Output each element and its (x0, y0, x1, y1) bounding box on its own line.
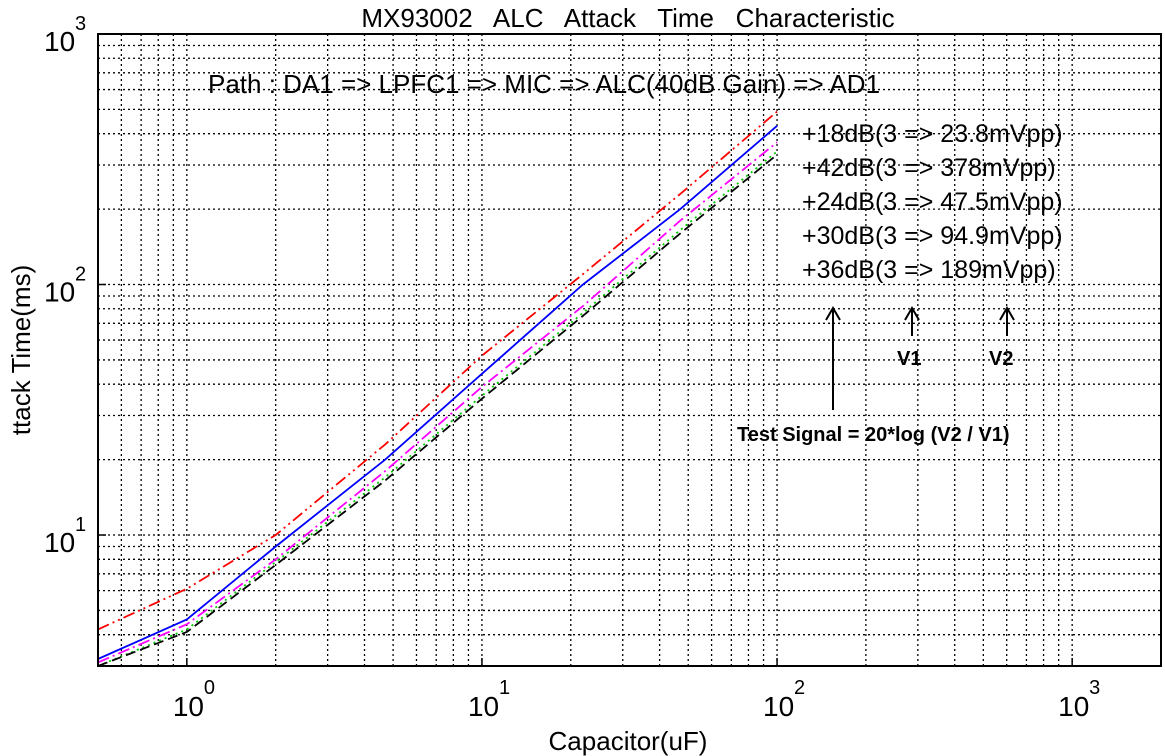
y-tick-label: 10 (44, 277, 75, 308)
series-line-1 (97, 110, 778, 631)
y-tick-label: 10 (44, 527, 75, 558)
y-tick-label: 10 (44, 26, 75, 57)
x-tick-exponent: 0 (204, 677, 215, 699)
legend: +18dB(3 => 23.8mVpp) +42dB(3 => 378mVpp) +… (802, 120, 1063, 284)
v2-label: V2 (989, 348, 1013, 370)
x-tick-exponent: 2 (794, 677, 805, 699)
x-tick-label: 10 (173, 691, 204, 722)
legend-entry: +24dB(3 => 47.5mVpp) (802, 188, 1063, 216)
series-line-2 (97, 125, 778, 660)
x-tick-exponent: 3 (1089, 677, 1100, 699)
grid-lines (98, 34, 1161, 666)
v1-label: V1 (897, 348, 921, 370)
y-tick-exponent: 2 (75, 264, 86, 286)
legend-entry: +18dB(3 => 23.8mVpp) (802, 120, 1063, 148)
x-axis-label: Capacitor(uF) (549, 726, 708, 756)
x-tick-label: 10 (468, 691, 499, 722)
signal-path-annotation: Path : DA1 => LPFC1 => MIC => ALC(40dB G… (208, 69, 880, 99)
test-signal-formula: Test Signal = 20*log (V2 / V1) (737, 424, 1010, 446)
y-tick-exponent: 3 (75, 13, 86, 35)
chart-title: MX93002 ALC Attack Time Characteristic (361, 3, 894, 33)
y-tick-exponent: 1 (75, 514, 86, 536)
x-tick-label: 10 (763, 691, 794, 722)
legend-entry: +42dB(3 => 378mVpp) (802, 154, 1056, 182)
legend-entry: +36dB(3 => 189mVpp) (802, 256, 1056, 284)
y-axis-label: ttack Time(ms) (6, 265, 36, 435)
series-line-4 (97, 150, 778, 667)
annotation-arrows (825, 306, 1015, 410)
x-tick-label: 10 (1058, 691, 1089, 722)
legend-entry: +30dB(3 => 94.9mVpp) (802, 222, 1063, 250)
series-line-5 (97, 153, 778, 667)
data-series (97, 110, 778, 667)
plot-frame (97, 33, 1162, 667)
x-tick-exponent: 1 (499, 677, 510, 699)
series-line-3 (97, 141, 778, 664)
